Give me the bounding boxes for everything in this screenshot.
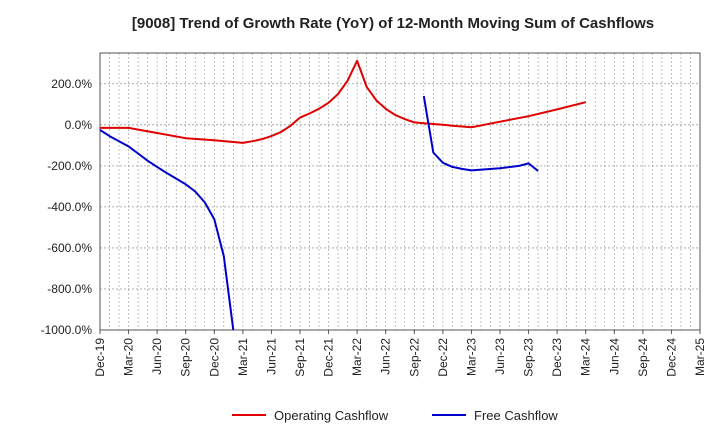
- y-tick-label: 0.0%: [65, 118, 93, 132]
- y-tick-label: 200.0%: [51, 77, 92, 91]
- x-tick-label: Mar-22: [350, 338, 364, 376]
- x-tick-label: Sep-21: [293, 338, 307, 377]
- x-axis: Dec-19 Mar-20 Jun-20 Sep-20 Dec-20 Mar-21 Jun-…: [93, 330, 707, 377]
- x-tick-label: Mar-25: [693, 338, 707, 376]
- x-tick-label: Dec-19: [93, 338, 107, 377]
- x-tick-label: Dec-24: [664, 338, 678, 377]
- grid-layer: [99, 53, 701, 331]
- series-line-free-cashflow: [422, 95, 539, 172]
- y-tick-label: -400.0%: [47, 200, 92, 214]
- x-tick-label: Dec-22: [436, 338, 450, 377]
- x-tick-label: Jun-21: [264, 338, 278, 375]
- y-tick-label: -1000.0%: [41, 323, 93, 337]
- x-tick-label: Mar-20: [122, 338, 136, 376]
- x-tick-label: Mar-23: [464, 338, 478, 376]
- x-tick-label: Mar-21: [236, 338, 250, 376]
- y-tick-label: -600.0%: [47, 241, 92, 255]
- y-tick-label: -200.0%: [47, 159, 92, 173]
- series-layer: [99, 59, 586, 331]
- x-tick-label: Jun-23: [493, 338, 507, 375]
- series-line-operating-cashflow: [100, 59, 586, 144]
- x-tick-label: Sep-24: [636, 338, 650, 377]
- x-tick-label: Jun-22: [379, 338, 393, 375]
- legend-label-free-cashflow: Free Cashflow: [474, 408, 558, 423]
- x-tick-label: Sep-23: [522, 338, 536, 377]
- x-tick-label: Dec-20: [207, 338, 221, 377]
- x-tick-label: Sep-20: [179, 338, 193, 377]
- legend: Operating Cashflow Free Cashflow: [232, 408, 558, 423]
- x-tick-label: Dec-21: [322, 338, 336, 377]
- series-line-free-cashflow: [99, 129, 235, 331]
- chart-title: [9008] Trend of Growth Rate (YoY) of 12-…: [132, 15, 654, 32]
- x-tick-label: Dec-23: [550, 338, 564, 377]
- plot-area-frame: [99, 52, 701, 331]
- y-tick-label: -800.0%: [47, 282, 92, 296]
- x-tick-label: Jun-20: [150, 338, 164, 375]
- legend-label-operating-cashflow: Operating Cashflow: [274, 408, 389, 423]
- x-tick-label: Mar-24: [579, 338, 593, 376]
- y-axis: 200.0% 0.0% -200.0% -400.0% -600.0% -800.0% -1…: [41, 77, 93, 337]
- x-tick-label: Jun-24: [607, 338, 621, 375]
- x-tick-label: Sep-22: [407, 338, 421, 377]
